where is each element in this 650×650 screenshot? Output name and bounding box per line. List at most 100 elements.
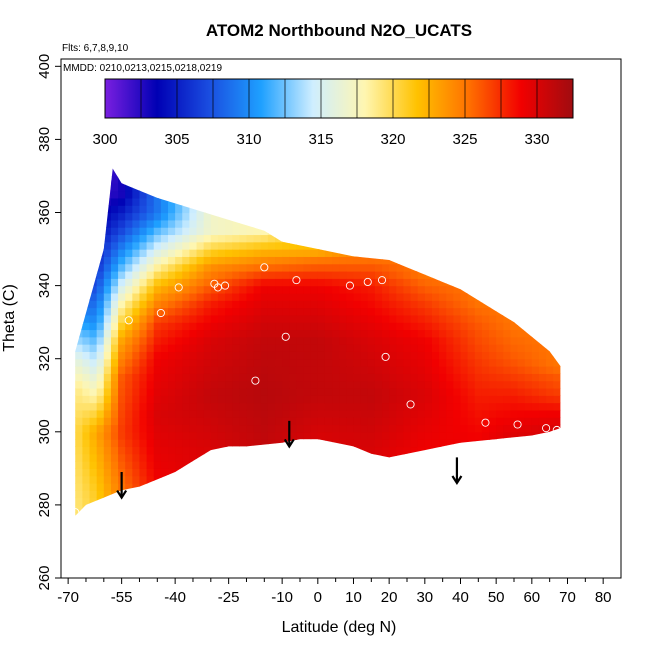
field-cell bbox=[453, 278, 462, 287]
field-cell bbox=[353, 497, 362, 506]
field-cell bbox=[531, 402, 540, 411]
field-cell bbox=[517, 227, 526, 236]
field-cell bbox=[175, 336, 183, 345]
field-cell bbox=[168, 278, 176, 287]
field-cell bbox=[289, 351, 298, 360]
field-cell bbox=[296, 497, 305, 506]
field-cell bbox=[496, 292, 504, 301]
field-cell bbox=[110, 344, 119, 352]
field-cell bbox=[560, 424, 561, 433]
field-cell bbox=[225, 219, 233, 228]
field-cell bbox=[346, 344, 355, 352]
sample-point bbox=[71, 508, 80, 517]
field-cell bbox=[246, 314, 255, 323]
field-cell bbox=[317, 300, 326, 309]
field-cell bbox=[160, 190, 169, 199]
field-cell bbox=[132, 402, 141, 411]
field-cell bbox=[510, 431, 519, 440]
field-cell bbox=[374, 329, 383, 338]
field-cell bbox=[253, 402, 262, 411]
field-cell bbox=[296, 256, 305, 265]
field-cell bbox=[210, 314, 219, 323]
field-cell bbox=[260, 446, 269, 455]
field-cell bbox=[89, 468, 98, 477]
field-cell bbox=[132, 351, 141, 360]
field-cell bbox=[467, 395, 476, 404]
field-cell bbox=[424, 468, 433, 477]
field-cell bbox=[460, 380, 469, 389]
field-cell bbox=[510, 409, 519, 418]
field-cell bbox=[489, 490, 497, 499]
field-cell bbox=[160, 292, 169, 301]
field-cell bbox=[253, 512, 262, 516]
field-cell bbox=[317, 461, 326, 469]
field-cell bbox=[125, 300, 133, 309]
field-cell bbox=[339, 417, 347, 426]
field-cell bbox=[417, 446, 426, 455]
field-cell bbox=[210, 453, 219, 462]
field-cell bbox=[489, 307, 497, 316]
field-cell bbox=[267, 387, 276, 396]
field-cell bbox=[496, 366, 504, 374]
field-cell bbox=[324, 227, 333, 236]
field-cell bbox=[82, 431, 91, 440]
field-cell bbox=[153, 497, 162, 506]
field-cell bbox=[239, 497, 248, 506]
field-cell bbox=[389, 446, 397, 455]
field-cell bbox=[253, 490, 262, 499]
colorbar-gradient bbox=[104, 78, 574, 119]
field-cell bbox=[225, 504, 233, 513]
field-cell bbox=[474, 322, 483, 331]
field-cell bbox=[196, 314, 205, 323]
field-cell bbox=[182, 285, 190, 294]
field-cell bbox=[267, 380, 276, 389]
field-cell bbox=[546, 205, 554, 214]
field-cell bbox=[90, 154, 98, 162]
field-cell bbox=[339, 409, 347, 418]
field-cell bbox=[481, 168, 490, 177]
field-cell bbox=[275, 285, 283, 294]
field-cell bbox=[324, 431, 333, 440]
field-cell bbox=[503, 212, 512, 221]
field-cell bbox=[332, 461, 340, 469]
field-cell bbox=[296, 366, 305, 374]
field-cell bbox=[396, 292, 405, 301]
field-cell bbox=[160, 212, 169, 221]
field-cell bbox=[439, 409, 447, 418]
field-cell bbox=[460, 197, 469, 206]
field-cell bbox=[89, 292, 98, 301]
sample-point bbox=[542, 424, 551, 433]
field-cell bbox=[568, 198, 576, 206]
field-cell bbox=[153, 227, 162, 236]
field-cell bbox=[396, 366, 405, 374]
field-cell bbox=[403, 373, 412, 382]
field-cell bbox=[403, 256, 412, 265]
field-cell bbox=[360, 190, 369, 199]
field-cell bbox=[453, 270, 462, 279]
field-cell bbox=[367, 512, 376, 516]
arrow-head bbox=[283, 438, 295, 449]
field-cell bbox=[139, 154, 147, 162]
field-cell bbox=[118, 417, 126, 426]
field-cell bbox=[132, 366, 141, 374]
field-cell bbox=[460, 249, 469, 257]
field-cell bbox=[396, 373, 405, 382]
field-cell bbox=[118, 402, 126, 411]
field-cell bbox=[481, 241, 490, 250]
field-cell bbox=[282, 497, 290, 506]
field-cell bbox=[296, 468, 305, 477]
field-cell bbox=[197, 154, 205, 162]
field-cell bbox=[189, 366, 198, 374]
field-cell bbox=[424, 300, 433, 309]
field-cell bbox=[460, 424, 469, 433]
field-cell bbox=[417, 344, 426, 352]
field-cell bbox=[546, 344, 554, 352]
field-cell bbox=[360, 256, 369, 265]
field-cell bbox=[524, 490, 533, 499]
field-cell bbox=[546, 322, 554, 331]
field-cell bbox=[260, 490, 269, 499]
field-cell bbox=[467, 490, 476, 499]
field-cell bbox=[568, 454, 576, 462]
field-cell bbox=[132, 197, 141, 206]
field-cell bbox=[125, 314, 133, 323]
